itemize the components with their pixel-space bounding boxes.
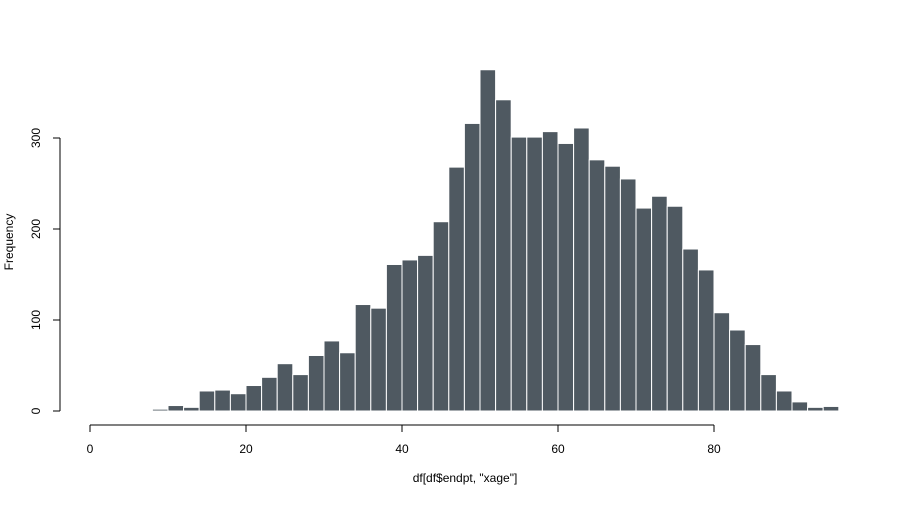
histogram-bar xyxy=(370,307,387,412)
histogram-bar xyxy=(588,159,606,412)
histogram-bar xyxy=(604,165,621,412)
histogram-bar xyxy=(510,136,528,412)
histogram-bar xyxy=(323,340,341,412)
histogram-bar xyxy=(713,312,731,412)
histogram-bar xyxy=(307,354,325,412)
histogram-bar xyxy=(791,401,809,412)
histogram-bar xyxy=(385,263,403,412)
histogram-bar xyxy=(276,363,294,412)
histogram-bar xyxy=(557,142,575,412)
histogram-bar xyxy=(417,254,434,412)
histogram-bar xyxy=(136,409,153,412)
histogram-bar xyxy=(448,166,465,412)
y-tick-label: 300 xyxy=(29,128,43,148)
histogram-bar xyxy=(229,393,247,412)
x-tick-label: 0 xyxy=(87,442,94,456)
x-tick-label: 20 xyxy=(239,442,253,456)
histogram-bar xyxy=(151,408,169,412)
histogram-bar xyxy=(526,136,543,412)
histogram-bar xyxy=(807,406,824,412)
histogram-bar xyxy=(666,205,684,412)
x-axis-label: df[df$endpt, "xage"] xyxy=(413,471,518,485)
x-tick-label: 80 xyxy=(707,442,721,456)
histogram-bar xyxy=(682,248,699,412)
x-tick-label: 40 xyxy=(395,442,409,456)
histogram-bar xyxy=(760,374,777,412)
histogram-bar xyxy=(541,131,559,412)
histogram-bar xyxy=(198,390,216,412)
x-tick-label: 60 xyxy=(551,442,565,456)
histogram-bar xyxy=(167,405,185,412)
histogram-bar xyxy=(401,259,419,412)
histogram-bar xyxy=(432,221,450,412)
histogram-bar xyxy=(573,127,590,412)
histogram-bar xyxy=(744,344,762,412)
y-tick-label: 100 xyxy=(29,310,43,330)
y-axis-label: Frequency xyxy=(2,214,16,271)
histogram-bar xyxy=(822,405,840,412)
histogram-bar xyxy=(463,122,481,412)
histogram-bar xyxy=(214,389,231,412)
histogram-bar xyxy=(729,329,746,412)
histogram-bar xyxy=(292,374,309,412)
y-tick-label: 0 xyxy=(29,407,43,414)
histogram-bar xyxy=(651,195,668,412)
histogram-bar xyxy=(495,99,512,412)
histogram-bar xyxy=(479,69,497,412)
y-axis: 0 100 200 300 xyxy=(29,128,61,414)
histogram-bar xyxy=(261,376,278,412)
histogram-bar xyxy=(635,207,653,412)
histogram-bar xyxy=(775,390,793,412)
histogram-bar xyxy=(354,304,372,412)
x-axis: 0 20 40 60 80 xyxy=(87,424,721,456)
histogram-bar xyxy=(697,269,715,412)
histogram-bar xyxy=(245,385,263,412)
histogram-bar xyxy=(339,352,356,412)
bars-group xyxy=(136,69,840,412)
histogram-bar xyxy=(183,406,200,412)
y-tick-label: 200 xyxy=(29,219,43,239)
histogram-bar xyxy=(619,178,637,412)
